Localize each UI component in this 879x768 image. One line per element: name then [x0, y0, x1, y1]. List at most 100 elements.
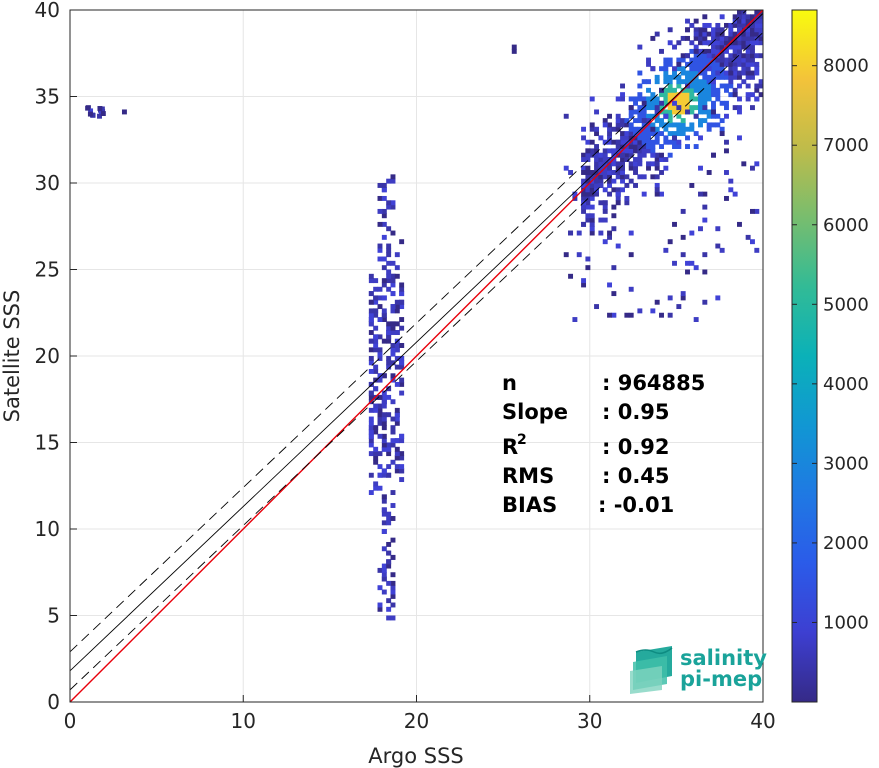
heatmap-cell	[702, 48, 708, 54]
heatmap-cell	[680, 109, 686, 115]
heatmap-cell	[676, 304, 682, 310]
heatmap-cell	[386, 520, 392, 526]
heatmap-cell	[667, 152, 673, 158]
heatmap-cell	[654, 105, 660, 111]
heatmap-cell	[399, 381, 405, 387]
heatmap-cell	[394, 356, 400, 361]
heatmap-cell	[581, 178, 587, 184]
heatmap-cell	[659, 92, 664, 98]
heatmap-cell	[386, 615, 392, 621]
heatmap-cell	[589, 226, 595, 232]
heatmap-cell	[572, 317, 578, 322]
heatmap-cell	[680, 291, 686, 297]
heatmap-cell	[715, 87, 721, 93]
heatmap-cell	[390, 360, 396, 366]
heatmap-cell	[381, 221, 387, 227]
heatmap-cell	[607, 113, 613, 119]
heatmap-cell	[698, 31, 703, 37]
heatmap-cell	[386, 338, 392, 344]
heatmap-cell	[368, 312, 374, 318]
heatmap-cell	[386, 364, 392, 370]
heatmap-cell	[633, 109, 638, 115]
heatmap-cell	[97, 113, 102, 119]
heatmap-cell	[390, 278, 396, 284]
heatmap-cell	[602, 239, 608, 245]
heatmap-cell	[87, 111, 93, 117]
heatmap-cell	[758, 22, 763, 28]
heatmap-cell	[620, 118, 625, 124]
heatmap-cell	[711, 122, 716, 128]
heatmap-cell	[620, 92, 625, 98]
heatmap-cell	[672, 66, 677, 72]
heatmap-cell	[715, 92, 721, 98]
heatmap-cell	[728, 66, 734, 72]
heatmap-cell	[693, 317, 699, 322]
heatmap-cell	[594, 165, 600, 171]
heatmap-cell	[698, 96, 703, 102]
heatmap-cell	[381, 399, 387, 405]
heatmap-cell	[702, 74, 708, 80]
y-tick-label: 40	[35, 0, 60, 22]
heatmap-cell	[641, 152, 647, 158]
heatmap-cell	[90, 112, 96, 118]
heatmap-cell	[594, 183, 600, 188]
heatmap-cell	[719, 126, 725, 132]
heatmap-cell	[750, 165, 755, 171]
heatmap-cell	[390, 429, 396, 435]
heatmap-cell	[607, 178, 613, 184]
heatmap-cell	[641, 96, 647, 102]
heatmap-cell	[377, 247, 383, 253]
heatmap-cell	[386, 286, 392, 292]
heatmap-cell	[667, 105, 673, 111]
heatmap-cell	[381, 494, 387, 500]
heatmap-cell	[676, 66, 682, 72]
heatmap-cell	[680, 118, 686, 124]
heatmap-cell	[672, 131, 677, 137]
heatmap-cell	[390, 230, 396, 236]
heatmap-cell	[702, 27, 708, 33]
heatmap-cell	[706, 53, 712, 59]
heatmap-cell	[672, 260, 677, 266]
heatmap-cell	[654, 174, 660, 180]
heatmap-cell	[646, 96, 651, 102]
heatmap-cell	[394, 446, 400, 452]
heatmap-cell	[585, 152, 591, 158]
heatmap-cell	[702, 14, 708, 20]
heatmap-cell	[702, 96, 708, 102]
heatmap-cell	[624, 122, 630, 128]
heatmap-cell	[598, 165, 604, 171]
heatmap-cell	[702, 252, 708, 258]
heatmap-cell	[394, 464, 400, 470]
heatmap-cell	[754, 208, 760, 214]
heatmap-cell	[390, 580, 396, 586]
heatmap-cell	[754, 22, 760, 28]
heatmap-cell	[676, 105, 682, 111]
heatmap-cell	[737, 96, 742, 102]
heatmap-cell	[381, 183, 387, 188]
heatmap-cell	[607, 126, 613, 132]
heatmap-cell	[724, 70, 729, 76]
heatmap-cell	[641, 174, 647, 180]
heatmap-cell	[646, 131, 651, 137]
stat-value: : 0.45	[602, 464, 670, 488]
colorbar-tick-label: 5000	[823, 294, 869, 315]
heatmap-cell	[659, 118, 664, 124]
heatmap-cell	[698, 100, 703, 106]
heatmap-cell	[377, 407, 383, 413]
heatmap-cell	[750, 70, 755, 76]
heatmap-cell	[381, 295, 387, 301]
heatmap-cell	[741, 161, 747, 167]
heatmap-cell	[386, 278, 392, 284]
heatmap-cell	[611, 178, 617, 184]
heatmap-cell	[732, 66, 738, 72]
heatmap-cell	[754, 96, 760, 102]
heatmap-cell	[685, 87, 690, 93]
heatmap-cell	[386, 464, 392, 470]
heatmap-cell	[390, 174, 396, 180]
heatmap-cell	[689, 260, 695, 266]
heatmap-cell	[585, 191, 591, 197]
heatmap-cell	[693, 66, 699, 72]
heatmap-cell	[377, 373, 383, 379]
heatmap-cell	[689, 57, 695, 63]
heatmap-cell	[390, 490, 396, 495]
